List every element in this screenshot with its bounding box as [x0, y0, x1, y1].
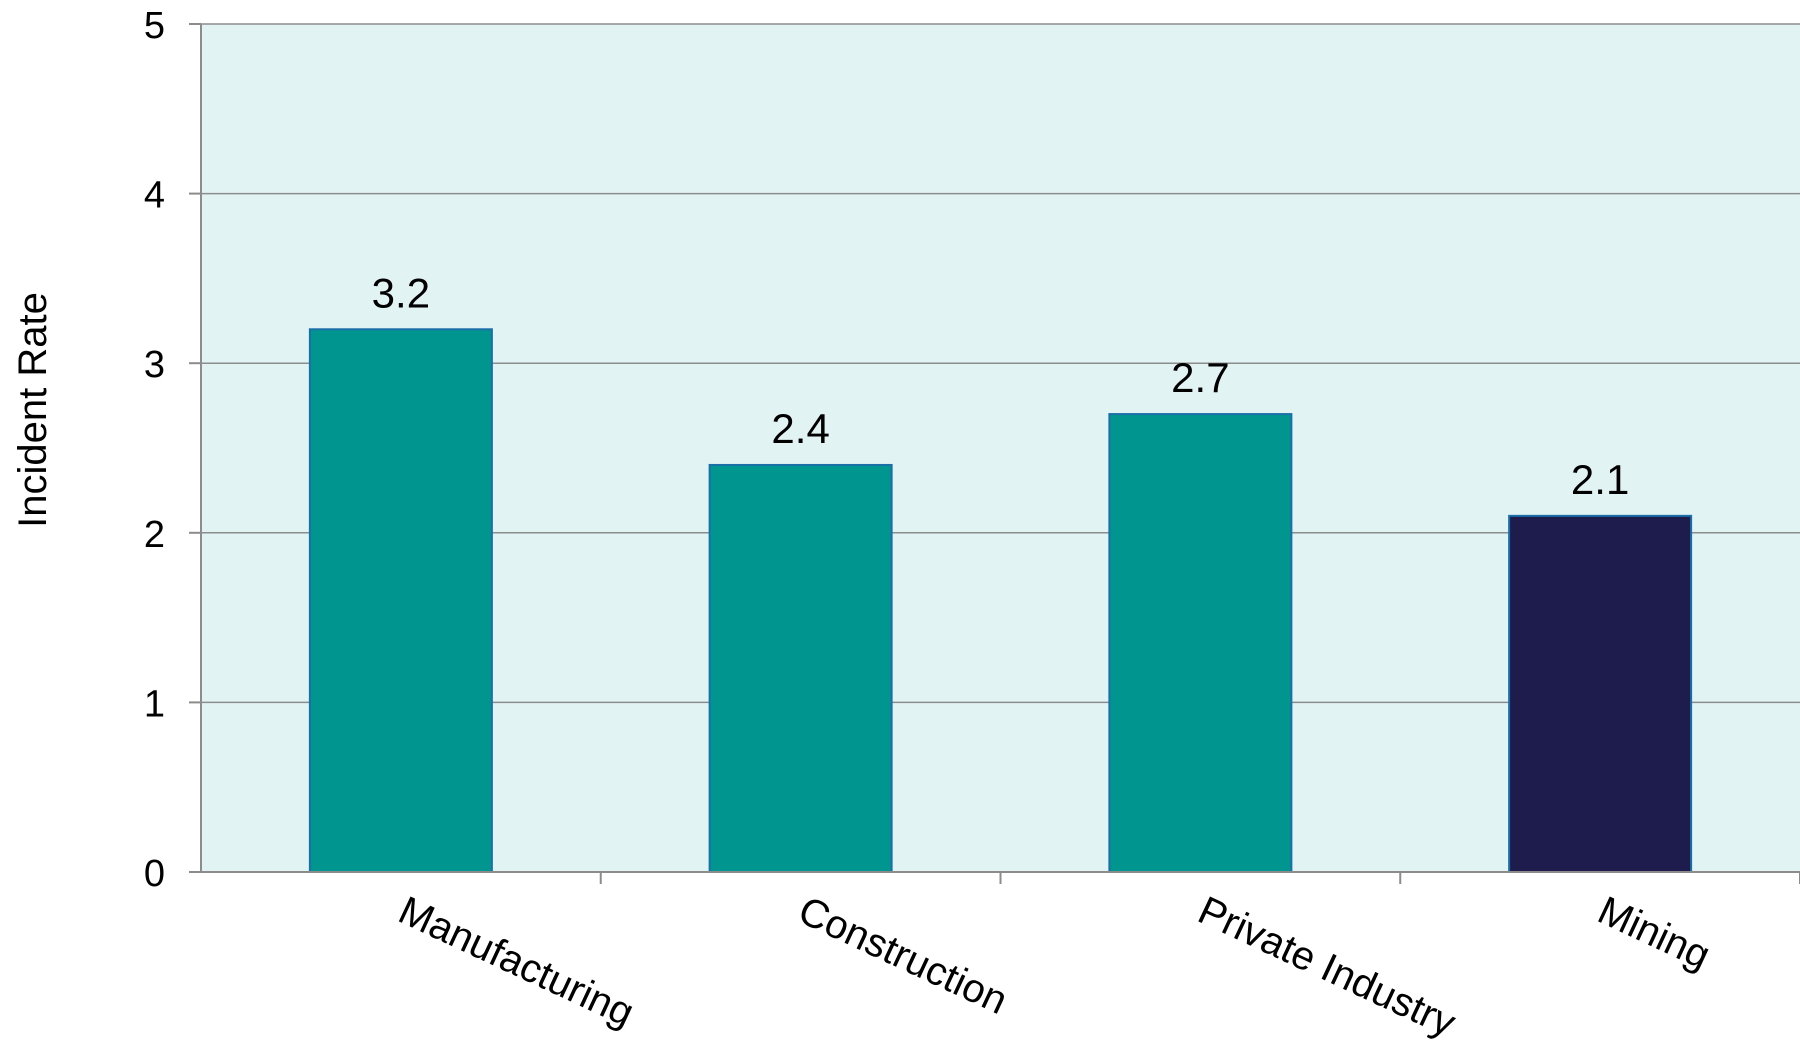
category-labels: Manufacturing Construction Private Industr…	[392, 888, 1717, 1045]
y-tick-label: 4	[144, 175, 165, 217]
category-label: Private Industry	[1192, 888, 1462, 1045]
bar-private-industry	[1108, 413, 1293, 873]
category-label: Manufacturing	[392, 888, 640, 1035]
y-tick-label: 0	[144, 853, 165, 895]
bars	[308, 328, 1693, 874]
y-tick-label: 1	[144, 683, 165, 725]
bar-manufacturing	[308, 328, 493, 873]
y-axis-title: Incident Rate	[11, 292, 55, 528]
y-tick-label: 5	[144, 5, 165, 47]
axes	[189, 23, 1800, 884]
y-tick-label: 2	[144, 514, 165, 556]
data-label: 2.7	[1171, 354, 1229, 401]
category-label: Construction	[792, 888, 1014, 1023]
y-tick-label: 3	[144, 344, 165, 386]
data-label: 3.2	[372, 269, 430, 316]
data-label: 2.1	[1571, 456, 1629, 503]
data-label: 2.4	[771, 405, 829, 452]
bar-construction	[708, 463, 893, 873]
value-labels: 3.2 2.4 2.7 2.1	[372, 269, 1630, 503]
bar-mining	[1508, 514, 1693, 874]
y-tick-labels: 0 1 2 3 4 5	[144, 5, 165, 895]
category-label: Mining	[1591, 888, 1716, 978]
